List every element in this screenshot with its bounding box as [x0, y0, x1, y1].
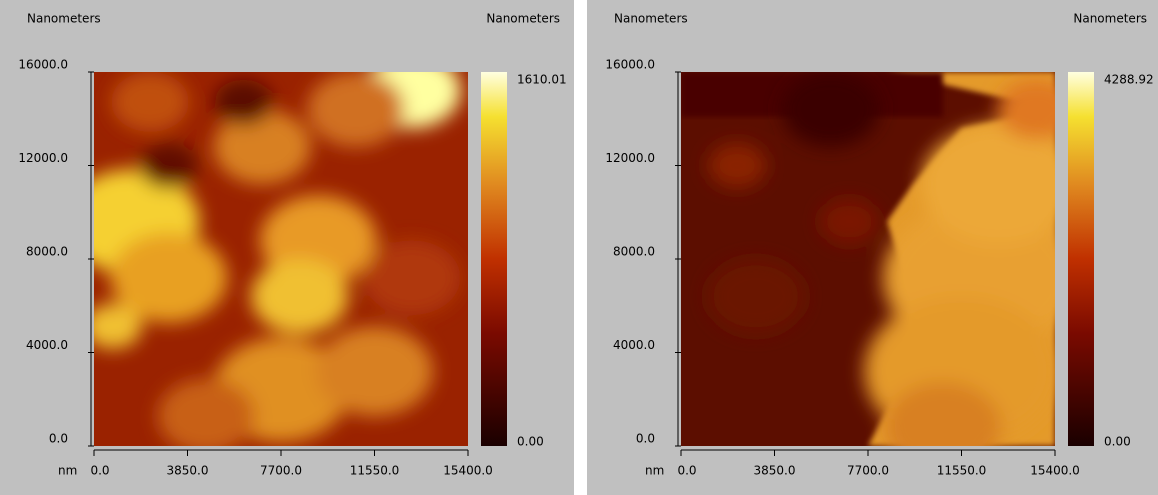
- image-feature: [363, 240, 460, 315]
- x-tick-label: 3850.0: [167, 464, 209, 478]
- y-tick-label: 4000.0: [26, 338, 68, 352]
- image-feature: [316, 326, 433, 416]
- x-tick-label: 3850.0: [754, 464, 796, 478]
- colorbar-max: 1610.01: [517, 73, 567, 87]
- image-feature: [140, 143, 198, 188]
- image-feature: [111, 72, 189, 132]
- y-axis-label: Nanometers: [614, 12, 688, 26]
- y-tick-label: 8000.0: [26, 245, 68, 259]
- afm-window: Nanometers Nanometers 16000.0 12000.0 8000.0…: [0, 0, 1158, 495]
- x-unit: nm: [645, 464, 664, 478]
- image-feature: [921, 124, 1077, 244]
- image-feature: [251, 259, 348, 334]
- x-tick-label: 15400.0: [1030, 464, 1080, 478]
- image-feature: [820, 199, 878, 244]
- y-tick-label: 8000.0: [613, 245, 655, 259]
- y-tick-label: 12000.0: [18, 151, 68, 165]
- x-tick-label: 0.0: [677, 464, 696, 478]
- colorbar-max: 4288.92: [1104, 73, 1154, 87]
- colorbar-min: 0.00: [517, 435, 544, 449]
- colorbar-label: Nanometers: [486, 12, 560, 26]
- image-feature: [307, 72, 404, 147]
- image-feature: [707, 259, 804, 334]
- afm-image: [63, 53, 468, 453]
- y-tick-label: 16000.0: [605, 58, 655, 72]
- x-tick-label: 11550.0: [937, 464, 987, 478]
- x-tick-label: 15400.0: [443, 464, 493, 478]
- x-unit: nm: [58, 464, 77, 478]
- colorbar-min: 0.00: [1104, 435, 1131, 449]
- y-tick-label: 16000.0: [18, 58, 68, 72]
- afm-image: [681, 72, 1077, 472]
- x-tick-label: 0.0: [90, 464, 109, 478]
- afm-panel: Nanometers Nanometers 16000.0 12000.0 8000.0…: [587, 0, 1158, 495]
- afm-panel: Nanometers Nanometers 16000.0 12000.0 8000.0…: [0, 0, 574, 495]
- y-axis-label: Nanometers: [27, 12, 101, 26]
- image-feature: [214, 79, 272, 124]
- y-tick-label: 12000.0: [605, 151, 655, 165]
- image-feature: [782, 72, 879, 147]
- y-tick-label: 4000.0: [613, 338, 655, 352]
- x-tick-label: 7700.0: [260, 464, 302, 478]
- y-tick-label: 0.0: [636, 432, 655, 446]
- image-feature: [708, 143, 766, 188]
- colorbar-label: Nanometers: [1073, 12, 1147, 26]
- colorbar: [1068, 72, 1094, 446]
- x-tick-label: 7700.0: [847, 464, 889, 478]
- y-tick-label: 0.0: [49, 432, 68, 446]
- x-tick-label: 11550.0: [350, 464, 400, 478]
- colorbar: [481, 72, 507, 446]
- image-feature: [158, 379, 255, 454]
